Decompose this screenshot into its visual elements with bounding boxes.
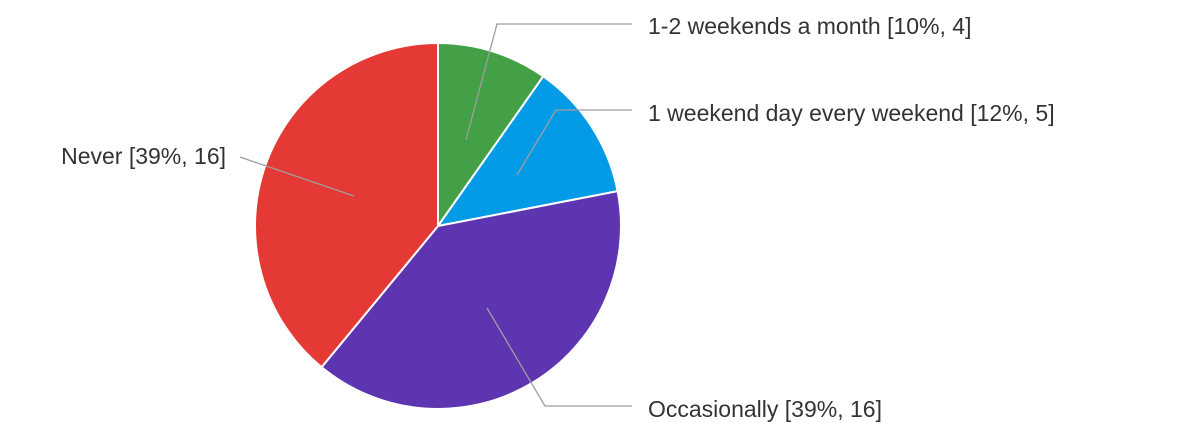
pie-slices bbox=[254, 41, 622, 410]
slice-label-never: Never [39%, 16] bbox=[61, 143, 226, 169]
leader-line-never bbox=[239, 156, 355, 197]
leader-lines bbox=[239, 23, 632, 407]
pie-slice-never bbox=[254, 41, 439, 369]
slice-label-1-2-weekends: 1-2 weekends a month [10%, 4] bbox=[648, 13, 971, 39]
slice-label-occasionally: Occasionally [39%, 16] bbox=[648, 396, 882, 422]
leader-line-1-2-weekends bbox=[465, 23, 632, 141]
leader-line-1-weekend-day bbox=[516, 109, 632, 176]
leader-line-occasionally bbox=[486, 307, 632, 407]
pie-slice-1-2-weekends bbox=[437, 41, 545, 230]
slice-labels: 1-2 weekends a month [10%, 4] 1 weekend … bbox=[61, 13, 1055, 422]
slice-label-1-weekend-day: 1 weekend day every weekend [12%, 5] bbox=[648, 100, 1055, 126]
pie-slice-1-weekend-day bbox=[435, 74, 619, 228]
